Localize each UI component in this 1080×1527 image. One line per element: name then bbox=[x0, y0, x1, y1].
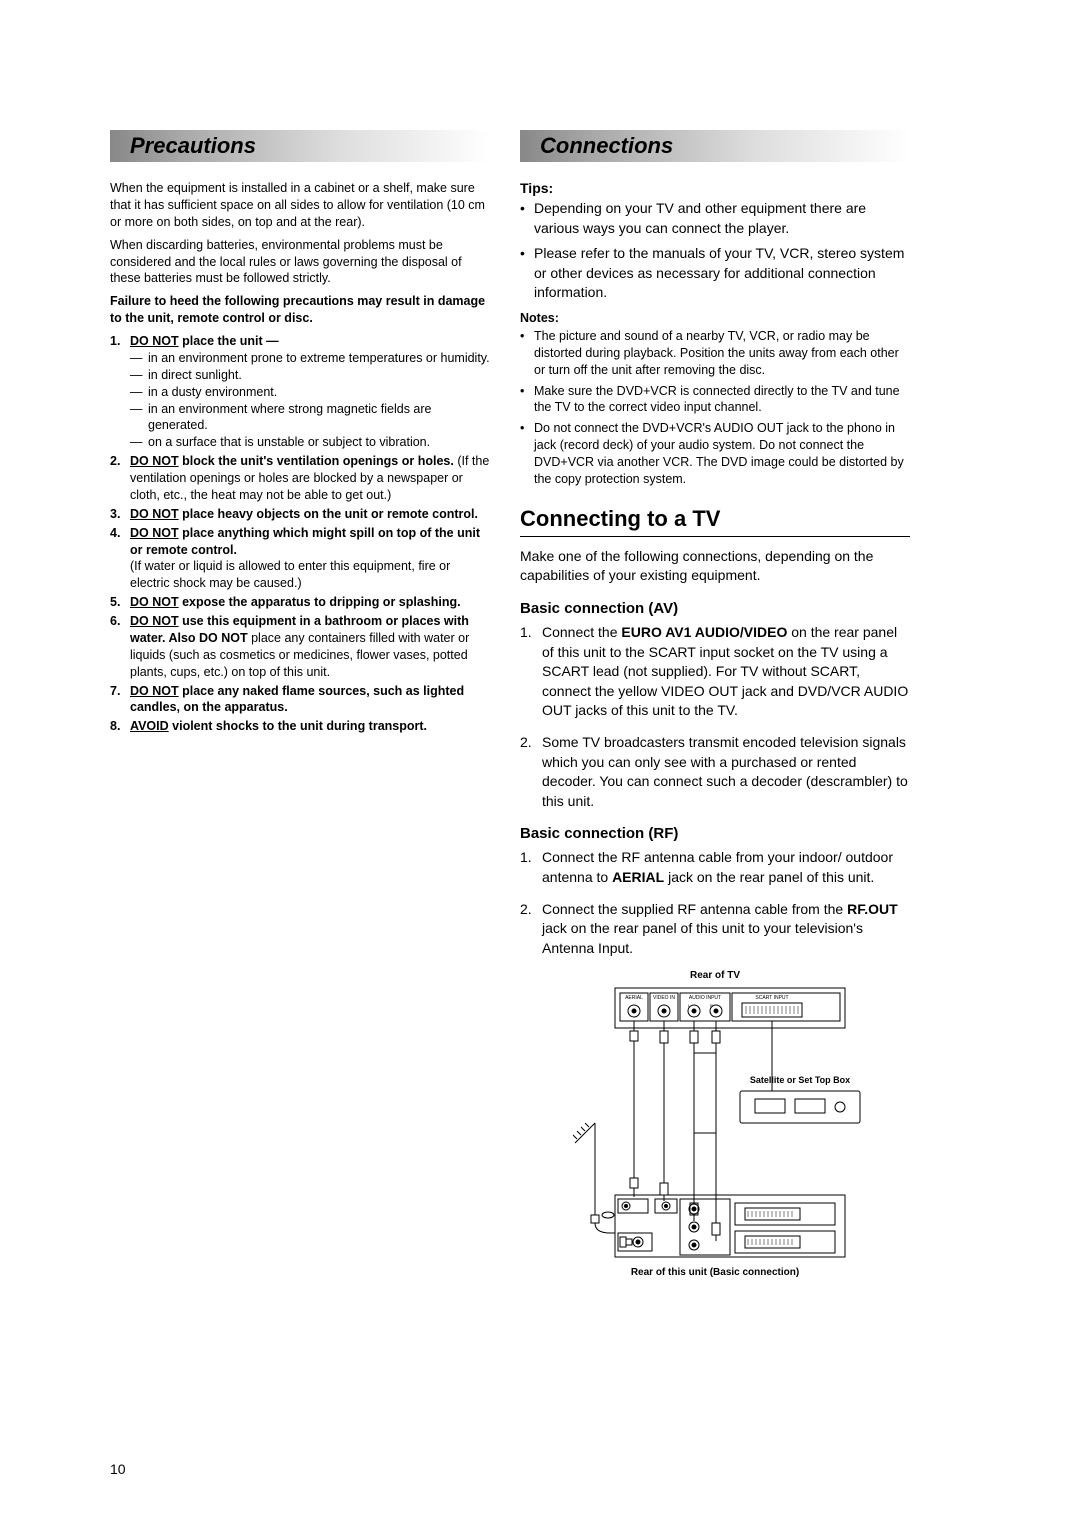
precautions-warning: Failure to heed the following precaution… bbox=[110, 293, 490, 327]
basic-rf-list: 1. Connect the RF antenna cable from you… bbox=[520, 848, 910, 958]
precautions-title: Precautions bbox=[130, 133, 256, 158]
precautions-intro-2: When discarding batteries, environmental… bbox=[110, 237, 490, 288]
basic-av-list: 1. Connect the EURO AV1 AUDIO/VIDEO on t… bbox=[520, 623, 910, 811]
tips-label: Tips: bbox=[520, 180, 910, 196]
diagram-caption-bottom: Rear of this unit (Basic connection) bbox=[520, 1267, 910, 1278]
precautions-list: 1. DO NOT place the unit — in an environ… bbox=[110, 333, 490, 735]
connecting-tv-body: Make one of the following connections, d… bbox=[520, 547, 910, 586]
svg-text:AUDIO INPUT: AUDIO INPUT bbox=[689, 995, 721, 1001]
notes-label: Notes: bbox=[520, 311, 910, 325]
basic-rf-heading: Basic connection (RF) bbox=[520, 825, 910, 842]
notes-list: The picture and sound of a nearby TV, VC… bbox=[520, 328, 910, 488]
heading-rule bbox=[520, 536, 910, 537]
basic-av-heading: Basic connection (AV) bbox=[520, 600, 910, 617]
svg-text:R: R bbox=[710, 1003, 713, 1008]
connection-diagram-svg: AERIAL VIDEO IN AUDIO INPUT SCART INPUT … bbox=[560, 983, 870, 1263]
connections-title: Connections bbox=[540, 133, 673, 158]
svg-text:Satellite or Set Top Box: Satellite or Set Top Box bbox=[750, 1075, 850, 1085]
tips-list: Depending on your TV and other equipment… bbox=[520, 199, 910, 303]
diagram-caption-top: Rear of TV bbox=[520, 970, 910, 981]
connecting-tv-heading: Connecting to a TV bbox=[520, 506, 910, 532]
connection-diagram: Rear of TV bbox=[520, 970, 910, 1278]
precautions-intro-1: When the equipment is installed in a cab… bbox=[110, 180, 490, 231]
precautions-header: Precautions bbox=[110, 130, 490, 162]
svg-text:VIDEO IN: VIDEO IN bbox=[653, 995, 675, 1001]
svg-text:SCART INPUT: SCART INPUT bbox=[755, 995, 788, 1001]
svg-text:AERIAL: AERIAL bbox=[625, 995, 643, 1001]
precautions-dash-list: in an environment prone to extreme tempe… bbox=[130, 350, 490, 451]
connections-header: Connections bbox=[520, 130, 910, 162]
page-number: 10 bbox=[110, 1461, 126, 1477]
